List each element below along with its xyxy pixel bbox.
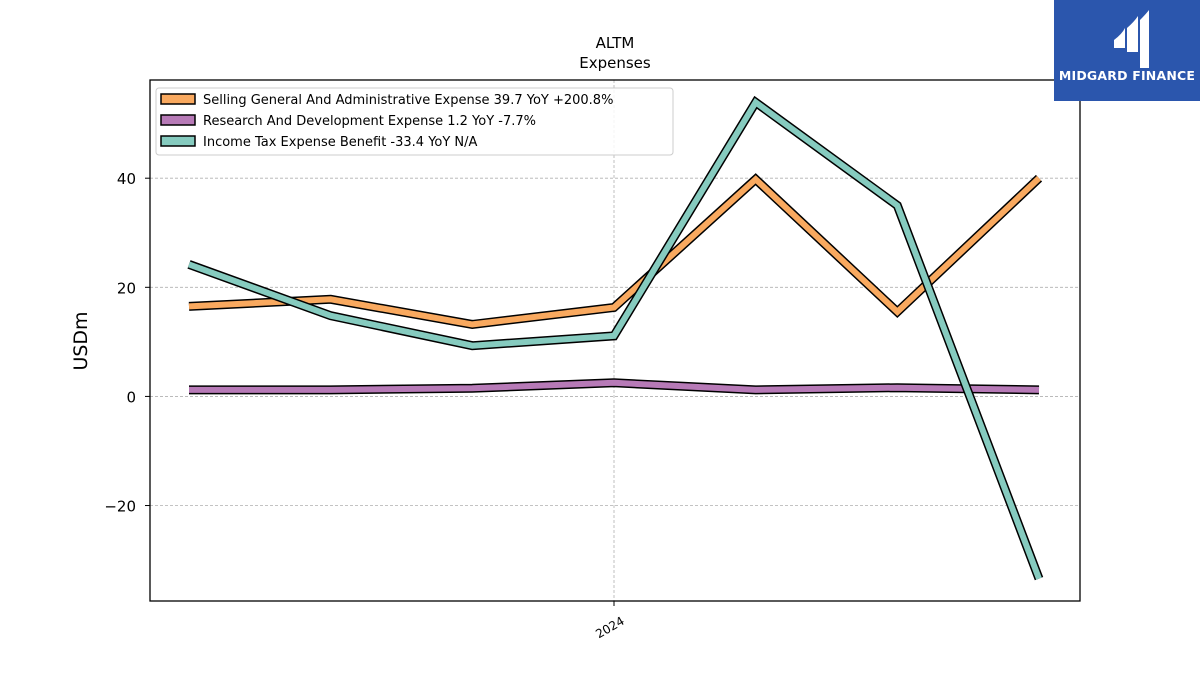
legend-label: Income Tax Expense Benefit -33.4 YoY N/A: [203, 135, 478, 150]
plot-frame: [149, 79, 1081, 602]
y-tick-label: 20: [117, 279, 136, 297]
logo-mark-icon: [1114, 10, 1149, 68]
axes: 40 20 0 −20 2024: [104, 79, 1081, 641]
x-tick-label: 2024: [593, 614, 626, 641]
legend-swatch: [160, 135, 196, 147]
grid: [150, 80, 1080, 601]
chart-subtitle: Expenses: [579, 54, 651, 72]
logo-text: MIDGARD FINANCE: [1058, 68, 1196, 83]
y-tick-label: 40: [117, 170, 136, 188]
legend-label: Selling General And Administrative Expen…: [203, 93, 613, 108]
series-line: [189, 379, 1040, 393]
midgard-finance-logo: MIDGARD FINANCE: [1054, 0, 1200, 101]
legend-swatch: [160, 114, 196, 126]
y-axis-label: USDm: [70, 311, 92, 370]
chart-title: ALTM: [596, 34, 635, 52]
legend-box: [155, 87, 674, 156]
legend-label: Research And Development Expense 1.2 YoY…: [203, 114, 536, 129]
y-tick-label: 0: [126, 388, 136, 406]
series-lines: [187, 95, 1044, 581]
legend: Selling General And Administrative Expen…: [155, 87, 674, 156]
legend-swatch: [160, 93, 196, 105]
series-line: [188, 175, 1042, 328]
series-line: [187, 98, 1042, 580]
y-tick-label: −20: [104, 498, 136, 516]
